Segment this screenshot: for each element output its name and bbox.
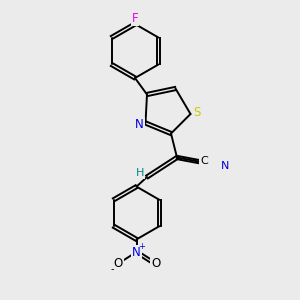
Text: H: H [136,168,145,178]
Text: O: O [152,257,160,270]
Text: N: N [221,160,229,171]
Text: S: S [194,106,201,119]
Text: -: - [111,264,114,274]
Text: F: F [132,12,138,25]
Text: N: N [135,118,144,131]
Text: O: O [114,257,123,270]
Text: +: + [138,242,145,251]
Text: C: C [200,155,208,166]
Text: N: N [132,245,141,259]
